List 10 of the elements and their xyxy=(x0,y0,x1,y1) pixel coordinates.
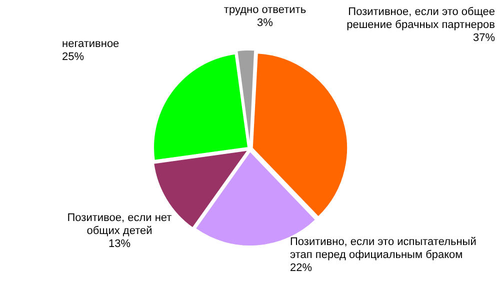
slice-label: трудно ответить xyxy=(222,4,308,17)
data-label: 37% xyxy=(472,32,495,45)
slice-label: Позитивое, если нет общих детей xyxy=(66,212,173,238)
slice-label: негативное xyxy=(62,38,120,51)
data-label: 25% xyxy=(62,51,86,64)
data-label: 22% xyxy=(290,262,314,275)
slice-label: Позитивно, если это испытательный этап перед официальным браком xyxy=(290,236,478,262)
data-label: 3% xyxy=(256,17,274,30)
data-label: 13% xyxy=(107,238,132,251)
slice-label: Позитивное, если это общее решение брачных партнеров xyxy=(346,6,495,32)
